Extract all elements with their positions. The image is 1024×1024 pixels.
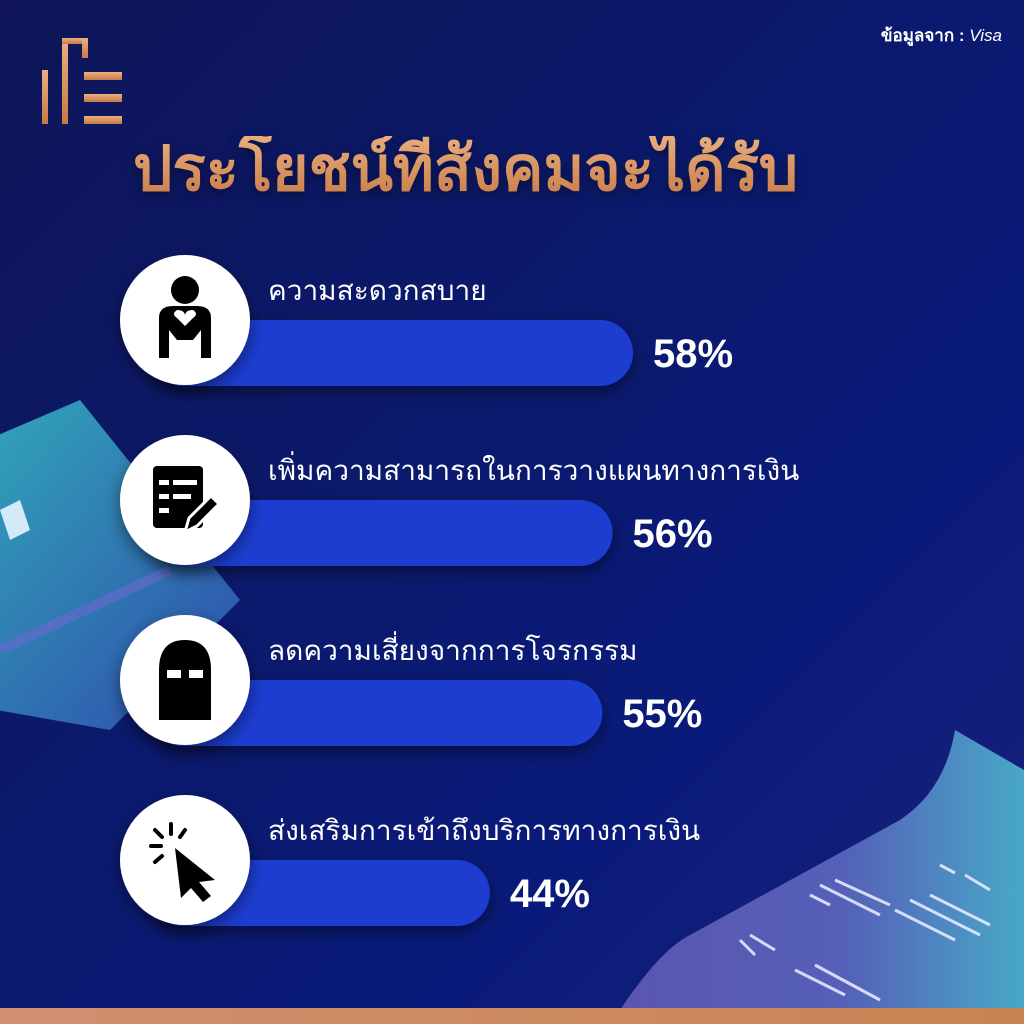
value-label: 44%: [510, 872, 590, 916]
source-name: Visa: [969, 26, 1002, 45]
page-title: ประโยชน์ที่สังคมจะได้รับ: [133, 135, 993, 204]
bar-row: ความสะดวกสบาย 58%: [120, 255, 733, 386]
decorative-receipt-illustration: [620, 730, 1024, 1010]
bar-row: ลดความเสี่ยงจากการโจรกรรม 55%: [120, 615, 702, 746]
brand-logo: [42, 38, 122, 124]
bar: [150, 680, 603, 746]
value-label: 55%: [622, 692, 702, 736]
data-source-credit: ข้อมูลจาก : Visa: [881, 22, 1002, 49]
category-label: ความสะดวกสบาย: [268, 275, 487, 306]
document-edit-icon: [153, 466, 222, 535]
bar: [150, 320, 633, 386]
bar-row: เพิ่มความสามารถในการวางแผนทางการเงิน 56%: [120, 435, 799, 566]
bar-row: ส่งเสริมการเข้าถึงบริการทางการเงิน 44%: [120, 795, 700, 926]
source-prefix: ข้อมูลจาก :: [880, 26, 965, 45]
bottom-accent-bar: [0, 1008, 1024, 1024]
robber-mask-icon: [159, 640, 211, 720]
category-label: เพิ่มความสามารถในการวางแผนทางการเงิน: [268, 451, 799, 486]
category-label: ลดความเสี่ยงจากการโจรกรรม: [268, 631, 637, 666]
cursor-click-icon: [149, 822, 215, 902]
value-label: 56%: [633, 512, 713, 556]
bar: [150, 500, 613, 566]
person-heart-icon: [159, 276, 211, 358]
value-label: 58%: [653, 332, 733, 376]
category-label: ส่งเสริมการเข้าถึงบริการทางการเงิน: [268, 815, 700, 846]
